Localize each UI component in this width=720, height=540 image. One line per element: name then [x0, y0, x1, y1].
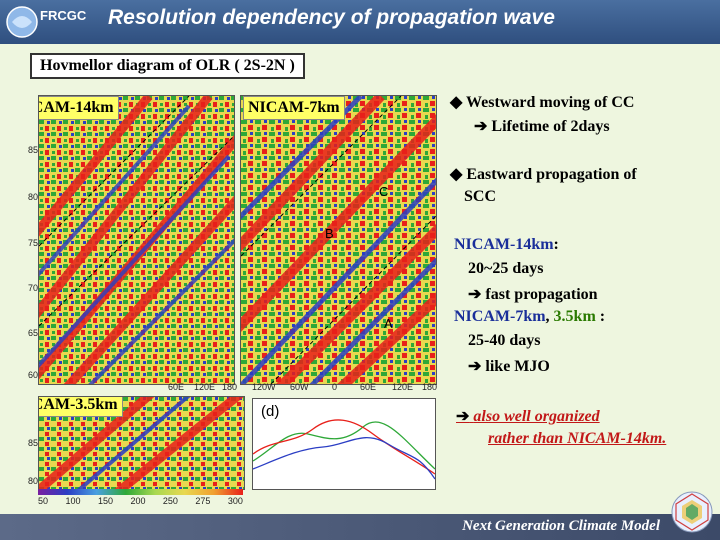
label-nicam-3-5km: NICAM-3.5km: [39, 397, 123, 417]
arrow-right-icon: ➔: [468, 358, 482, 375]
hovmoller-panel-14km: NICAM-14km: [38, 95, 235, 385]
annotation-c: C: [379, 184, 389, 199]
x-tick-120e: 120E: [194, 382, 216, 392]
arrow-right-icon: ➔: [468, 286, 482, 303]
label-nicam-7km: NICAM-7km: [243, 96, 345, 120]
x-tick-180: 180: [222, 382, 238, 392]
bullet-1-sub: ➔ Lifetime of 2days: [474, 116, 610, 136]
nicam7-heading: NICAM-7km, 3.5km :: [454, 308, 605, 326]
footer-bar: Next Generation Climate Model: [0, 514, 720, 540]
nicam14-desc: ➔ fast propagation: [468, 284, 598, 304]
diamond-bullet-icon: ◆: [450, 166, 463, 183]
cb-tick-275: 275: [195, 496, 211, 506]
globe-logo-icon: [671, 491, 713, 533]
bullet-2-line2: SCC: [464, 188, 497, 205]
nicam14-desc-text: fast propagation: [485, 286, 598, 303]
diamond-bullet-icon: ◆: [450, 94, 463, 111]
panel-d-lineplot: (d): [252, 398, 436, 490]
x-tick-120e-7: 120E: [392, 382, 414, 392]
cb-tick-300: 300: [227, 496, 243, 506]
nicam14-days: 20~25 days: [468, 260, 544, 277]
nicam35-colon: :: [595, 308, 606, 325]
nicam7-name: NICAM-7km: [454, 308, 546, 325]
cb-tick-150: 150: [97, 496, 113, 506]
nicam7-desc: ➔ like MJO: [468, 356, 550, 376]
hovmoller-panel-3-5km: NICAM-3.5km: [38, 396, 245, 490]
x-tick-60e-7: 60E: [360, 382, 377, 392]
y-tick-85: 85: [28, 145, 39, 155]
colorbar: [38, 489, 243, 495]
x-tick-60e: 60E: [168, 382, 185, 392]
arrow-right-icon: ➔: [456, 408, 470, 425]
bullet-2: ◆ Eastward propagation of: [450, 164, 637, 184]
nicam7-sep: ,: [545, 308, 550, 325]
nicam14-colon: :: [553, 236, 559, 253]
label-nicam-14km: NICAM-14km: [39, 96, 119, 120]
x-tick-60w: 60W: [290, 382, 309, 392]
hovmoller-panel-7km: NICAM-7km C B A: [240, 95, 437, 385]
panel-d-lines: [253, 419, 435, 480]
y-tick-70: 70: [28, 283, 39, 293]
cb-tick-250: 250: [162, 496, 178, 506]
bullet-2-text: Eastward propagation of: [466, 166, 637, 183]
bullet-1-text: Westward moving of CC: [466, 94, 635, 111]
y-tick-75: 75: [28, 238, 39, 248]
cb-tick-100: 100: [65, 496, 81, 506]
annotation-b: B: [325, 226, 334, 241]
y-tick-80: 80: [28, 192, 39, 202]
cb-tick-50: 50: [38, 496, 49, 506]
bottom-y-tick-85: 85: [28, 438, 39, 448]
conclusion-1-text: also well organized: [473, 408, 600, 425]
x-tick-120w: 120W: [252, 382, 276, 392]
nicam35-name: 3.5km: [553, 308, 596, 325]
hovmoller-plot-7km: [241, 96, 436, 384]
footer-text: Next Generation Climate Model: [462, 518, 660, 534]
nicam7-days: 25-40 days: [468, 332, 541, 349]
nicam7-desc-text: like MJO: [485, 358, 550, 375]
hovmoller-plot-14km: [39, 96, 234, 384]
x-tick-180-7: 180: [422, 382, 438, 392]
nicam14-heading: NICAM-14km:: [454, 236, 559, 254]
x-tick-0: 0: [332, 382, 338, 392]
bullet-1-sub-text: Lifetime of 2days: [491, 118, 610, 135]
frcgc-logo: FRCGC: [6, 6, 87, 38]
conclusion-line-1: ➔ also well organized: [456, 406, 600, 426]
header-bar: FRCGC Resolution dependency of propagati…: [0, 0, 720, 44]
y-tick-60: 60: [28, 370, 39, 380]
y-tick-65: 65: [28, 328, 39, 338]
bullet-1: ◆ Westward moving of CC: [450, 92, 634, 112]
page-title: Resolution dependency of propagation wav…: [108, 6, 555, 29]
conclusion-line-2: rather than NICAM-14km.: [488, 430, 667, 447]
logo-text: FRCGC: [40, 8, 87, 23]
panel-d-label: (d): [261, 403, 280, 420]
cb-tick-200: 200: [130, 496, 146, 506]
bottom-y-tick-80: 80: [28, 476, 39, 486]
nicam14-name: NICAM-14km: [454, 236, 554, 253]
arrow-right-icon: ➔: [474, 118, 488, 135]
colorbar-ticks: 50 100 150 200 250 275 300: [38, 496, 243, 506]
annotation-a: A: [384, 316, 393, 331]
diagram-subtitle: Hovmellor diagram of OLR ( 2S-2N ): [30, 53, 305, 79]
